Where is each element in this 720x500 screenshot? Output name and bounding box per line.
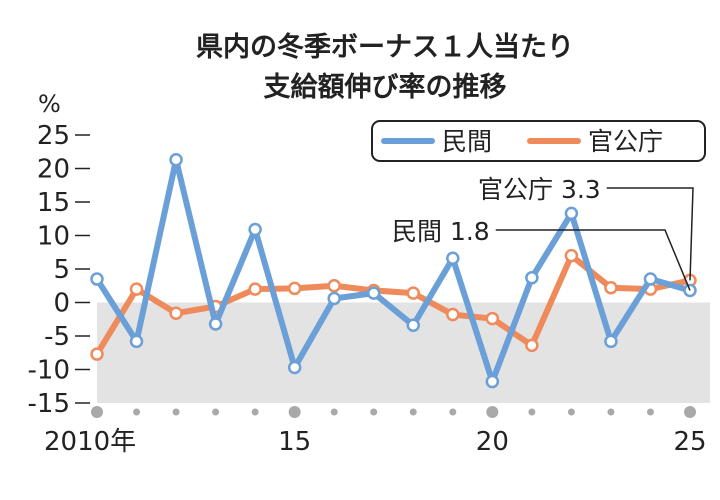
- data-point: [287, 281, 302, 296]
- legend: 民間 官公庁: [371, 120, 706, 162]
- x-tick-label: 25: [673, 427, 706, 457]
- annotation-leader-line: [495, 229, 691, 291]
- data-point: [564, 206, 579, 221]
- x-tick-dot: [133, 408, 141, 416]
- x-tick-dot: [370, 408, 378, 416]
- annotations: 官公庁 3.3 民間 1.8: [392, 175, 694, 291]
- x-tick-dot: [449, 408, 457, 416]
- series-lines: [90, 153, 697, 389]
- legend-label-minkan: 民間: [442, 127, 492, 156]
- y-tick-label: -10: [28, 356, 70, 386]
- y-axis-unit: %: [38, 90, 61, 118]
- y-tick-label: 5: [53, 255, 70, 285]
- x-tick-label: 15: [278, 427, 311, 457]
- y-tick-label: -15: [28, 389, 70, 419]
- data-point: [90, 347, 104, 361]
- data-point: [485, 311, 500, 326]
- x-tick-dot: [288, 406, 301, 418]
- y-tick-label: -5: [44, 322, 70, 352]
- series-line: [94, 156, 693, 385]
- x-tick-dot: [251, 408, 259, 416]
- series-minkan: [90, 153, 697, 389]
- data-point: [406, 286, 421, 300]
- data-point: [366, 286, 381, 300]
- x-tick-dot: [212, 408, 220, 416]
- y-tick-label: 15: [37, 188, 70, 218]
- x-tick-dot: [330, 408, 338, 416]
- legend-label-kankocho: 官公庁: [588, 127, 663, 156]
- data-point: [564, 248, 579, 263]
- annotation-leader-line: [606, 187, 694, 281]
- x-tick-dot: [409, 408, 417, 416]
- data-point: [208, 317, 223, 331]
- x-tick-dot: [486, 406, 499, 418]
- data-point: [327, 279, 341, 293]
- x-tick-dot: [172, 408, 180, 416]
- x-tick-dot: [91, 406, 103, 418]
- annotation-label: 民間 1.8: [392, 217, 490, 246]
- x-tick-dot: [607, 408, 615, 416]
- data-point: [525, 270, 539, 285]
- data-point: [129, 282, 144, 296]
- data-point: [604, 334, 618, 349]
- data-point: [406, 318, 421, 333]
- x-tick-dot: [567, 408, 575, 416]
- x-tick-dot: [646, 408, 654, 416]
- chart-title-line-1: 県内の冬季ボーナス１人当たり: [196, 31, 574, 63]
- data-point: [446, 251, 460, 266]
- data-point: [90, 272, 104, 286]
- data-point: [169, 153, 183, 167]
- y-tick-label: 20: [37, 155, 70, 185]
- chart-title-line-2: 支給額伸び率の推移: [264, 71, 507, 103]
- data-point: [525, 338, 539, 353]
- y-tick-label: 25: [37, 121, 70, 151]
- data-point: [169, 306, 183, 320]
- data-point: [248, 222, 262, 237]
- data-point: [129, 334, 144, 349]
- y-tick-label: 0: [53, 289, 70, 319]
- x-axis: 2010年 15 20 25: [44, 406, 707, 457]
- x-tick-label: 2010年: [44, 427, 136, 457]
- y-tick-label: 10: [37, 222, 70, 252]
- data-point: [327, 291, 341, 306]
- data-point: [446, 307, 460, 322]
- annotation-label: 官公庁 3.3: [478, 175, 601, 204]
- data-point: [248, 282, 262, 296]
- data-point: [287, 360, 302, 375]
- x-tick-dot: [684, 406, 696, 418]
- data-point: [485, 374, 500, 389]
- x-tick-label: 20: [476, 427, 509, 457]
- data-point: [643, 272, 658, 286]
- data-point: [604, 281, 618, 295]
- x-tick-dot: [528, 408, 536, 416]
